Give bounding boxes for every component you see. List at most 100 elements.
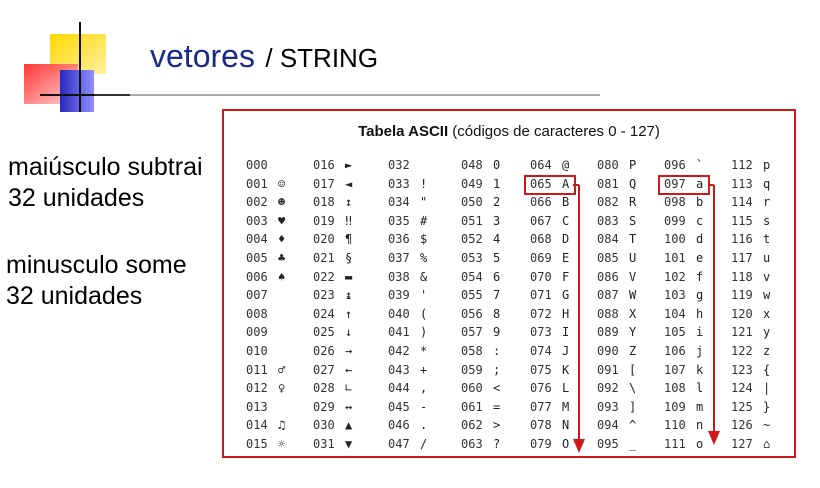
ascii-char: N bbox=[562, 418, 570, 433]
ascii-code: 004 bbox=[246, 232, 268, 247]
ascii-char: , bbox=[420, 381, 428, 396]
ascii-table-panel: Tabela ASCII (códigos de caracteres 0 - … bbox=[222, 109, 796, 458]
ascii-char: n bbox=[696, 418, 704, 433]
ascii-code: 083 bbox=[597, 213, 619, 228]
ascii-code: 096 bbox=[664, 158, 686, 172]
ascii-code: 099 bbox=[664, 213, 686, 228]
ascii-code: 054 bbox=[461, 269, 483, 284]
ascii-char: ▲ bbox=[345, 418, 353, 433]
ascii-code: 087 bbox=[597, 288, 619, 303]
ascii-code: 076 bbox=[530, 381, 552, 396]
ascii-char: ‼ bbox=[345, 213, 353, 228]
ascii-char: Y bbox=[629, 325, 637, 340]
ascii-char: o bbox=[696, 437, 704, 451]
uppercase-note: maiúsculo subtrai 32 unidades bbox=[8, 152, 203, 214]
ascii-code: 097 bbox=[664, 176, 686, 191]
ascii-code: 003 bbox=[246, 213, 268, 228]
ascii-char: z bbox=[763, 344, 771, 358]
ascii-code: 041 bbox=[388, 325, 410, 340]
ascii-code: 039 bbox=[388, 288, 410, 303]
ascii-code: 009 bbox=[246, 325, 268, 340]
ascii-char: _ bbox=[629, 437, 637, 451]
ascii-char: ? bbox=[493, 437, 501, 451]
ascii-char: s bbox=[763, 213, 771, 228]
ascii-code: 095 bbox=[597, 437, 619, 451]
ascii-code: 113 bbox=[731, 176, 753, 191]
ascii-char: \ bbox=[629, 381, 637, 396]
ascii-char: C bbox=[562, 213, 570, 228]
ascii-char: 5 bbox=[493, 251, 501, 265]
ascii-code: 027 bbox=[313, 362, 335, 377]
ascii-char: ` bbox=[696, 158, 704, 172]
ascii-code: 122 bbox=[731, 344, 753, 358]
ascii-code: 008 bbox=[246, 306, 268, 321]
ascii-char: 7 bbox=[493, 288, 501, 303]
ascii-char: 8 bbox=[493, 306, 501, 321]
ascii-char: j bbox=[696, 344, 704, 358]
ascii-code: 067 bbox=[530, 213, 552, 228]
lowercase-note: minusculo some 32 unidades bbox=[6, 250, 187, 312]
ascii-code: 091 bbox=[597, 362, 619, 377]
ascii-char: ♣ bbox=[278, 251, 286, 265]
ascii-char: > bbox=[493, 418, 501, 433]
ascii-char: - bbox=[420, 399, 428, 414]
ascii-char: ♀ bbox=[278, 381, 286, 396]
uppercase-note-line1: maiúsculo subtrai bbox=[8, 153, 203, 181]
ascii-code: 089 bbox=[597, 325, 619, 340]
ascii-char: ↑ bbox=[345, 306, 353, 321]
ascii-char: W bbox=[629, 288, 637, 303]
ascii-code: 022 bbox=[313, 269, 335, 284]
ascii-code: 114 bbox=[731, 195, 753, 210]
ascii-code: 079 bbox=[530, 437, 552, 451]
ascii-code: 028 bbox=[313, 381, 335, 396]
ascii-char: } bbox=[763, 399, 771, 414]
ascii-char: ◄ bbox=[345, 176, 353, 191]
arrows-overlay bbox=[573, 184, 720, 453]
ascii-char: u bbox=[763, 251, 771, 265]
lowercase-note-line2: 32 unidades bbox=[6, 282, 143, 310]
ascii-char: 2 bbox=[493, 195, 501, 210]
ascii-code: 111 bbox=[664, 437, 686, 451]
ascii-code: 044 bbox=[388, 381, 410, 396]
ascii-char: P bbox=[629, 158, 637, 172]
ascii-code: 080 bbox=[597, 158, 619, 172]
ascii-code: 102 bbox=[664, 269, 686, 284]
ascii-char: O bbox=[562, 437, 570, 451]
ascii-char: $ bbox=[420, 232, 428, 247]
ascii-code: 059 bbox=[461, 362, 483, 377]
ascii-char: S bbox=[629, 213, 637, 228]
ascii-char: I bbox=[562, 325, 570, 340]
ascii-char: ↨ bbox=[345, 288, 353, 303]
ascii-char: U bbox=[629, 251, 637, 265]
ascii-char: ▼ bbox=[345, 437, 353, 451]
ascii-code: 023 bbox=[313, 288, 335, 303]
ascii-char: b bbox=[696, 195, 704, 210]
ascii-code: 047 bbox=[388, 437, 410, 451]
ascii-code: 056 bbox=[461, 306, 483, 321]
ascii-code: 118 bbox=[731, 269, 753, 284]
ascii-char: e bbox=[696, 251, 704, 265]
down-arrow-lowercase bbox=[708, 184, 720, 445]
ascii-code: 112 bbox=[731, 158, 753, 172]
ascii-char: ♥ bbox=[278, 213, 286, 228]
ascii-char: ' bbox=[420, 288, 428, 303]
ascii-code: 093 bbox=[597, 399, 619, 414]
ascii-code: 035 bbox=[388, 213, 410, 228]
ascii-code: 001 bbox=[246, 176, 268, 191]
ascii-char: ↔ bbox=[345, 399, 353, 414]
ascii-char: d bbox=[696, 232, 704, 247]
ascii-char: c bbox=[696, 213, 704, 228]
ascii-code: 036 bbox=[388, 232, 410, 247]
ascii-char: ♫ bbox=[278, 418, 286, 433]
ascii-code: 018 bbox=[313, 195, 335, 210]
ascii-char: ¶ bbox=[345, 232, 353, 247]
ascii-code: 120 bbox=[731, 306, 753, 321]
ascii-char: h bbox=[696, 306, 704, 321]
ascii-char: x bbox=[763, 306, 771, 321]
ascii-code: 092 bbox=[597, 381, 619, 396]
ascii-code: 045 bbox=[388, 399, 410, 414]
ascii-code: 033 bbox=[388, 176, 410, 191]
ascii-char: ∟ bbox=[345, 381, 353, 396]
ascii-char: " bbox=[420, 195, 428, 210]
ascii-code: 017 bbox=[313, 176, 335, 191]
